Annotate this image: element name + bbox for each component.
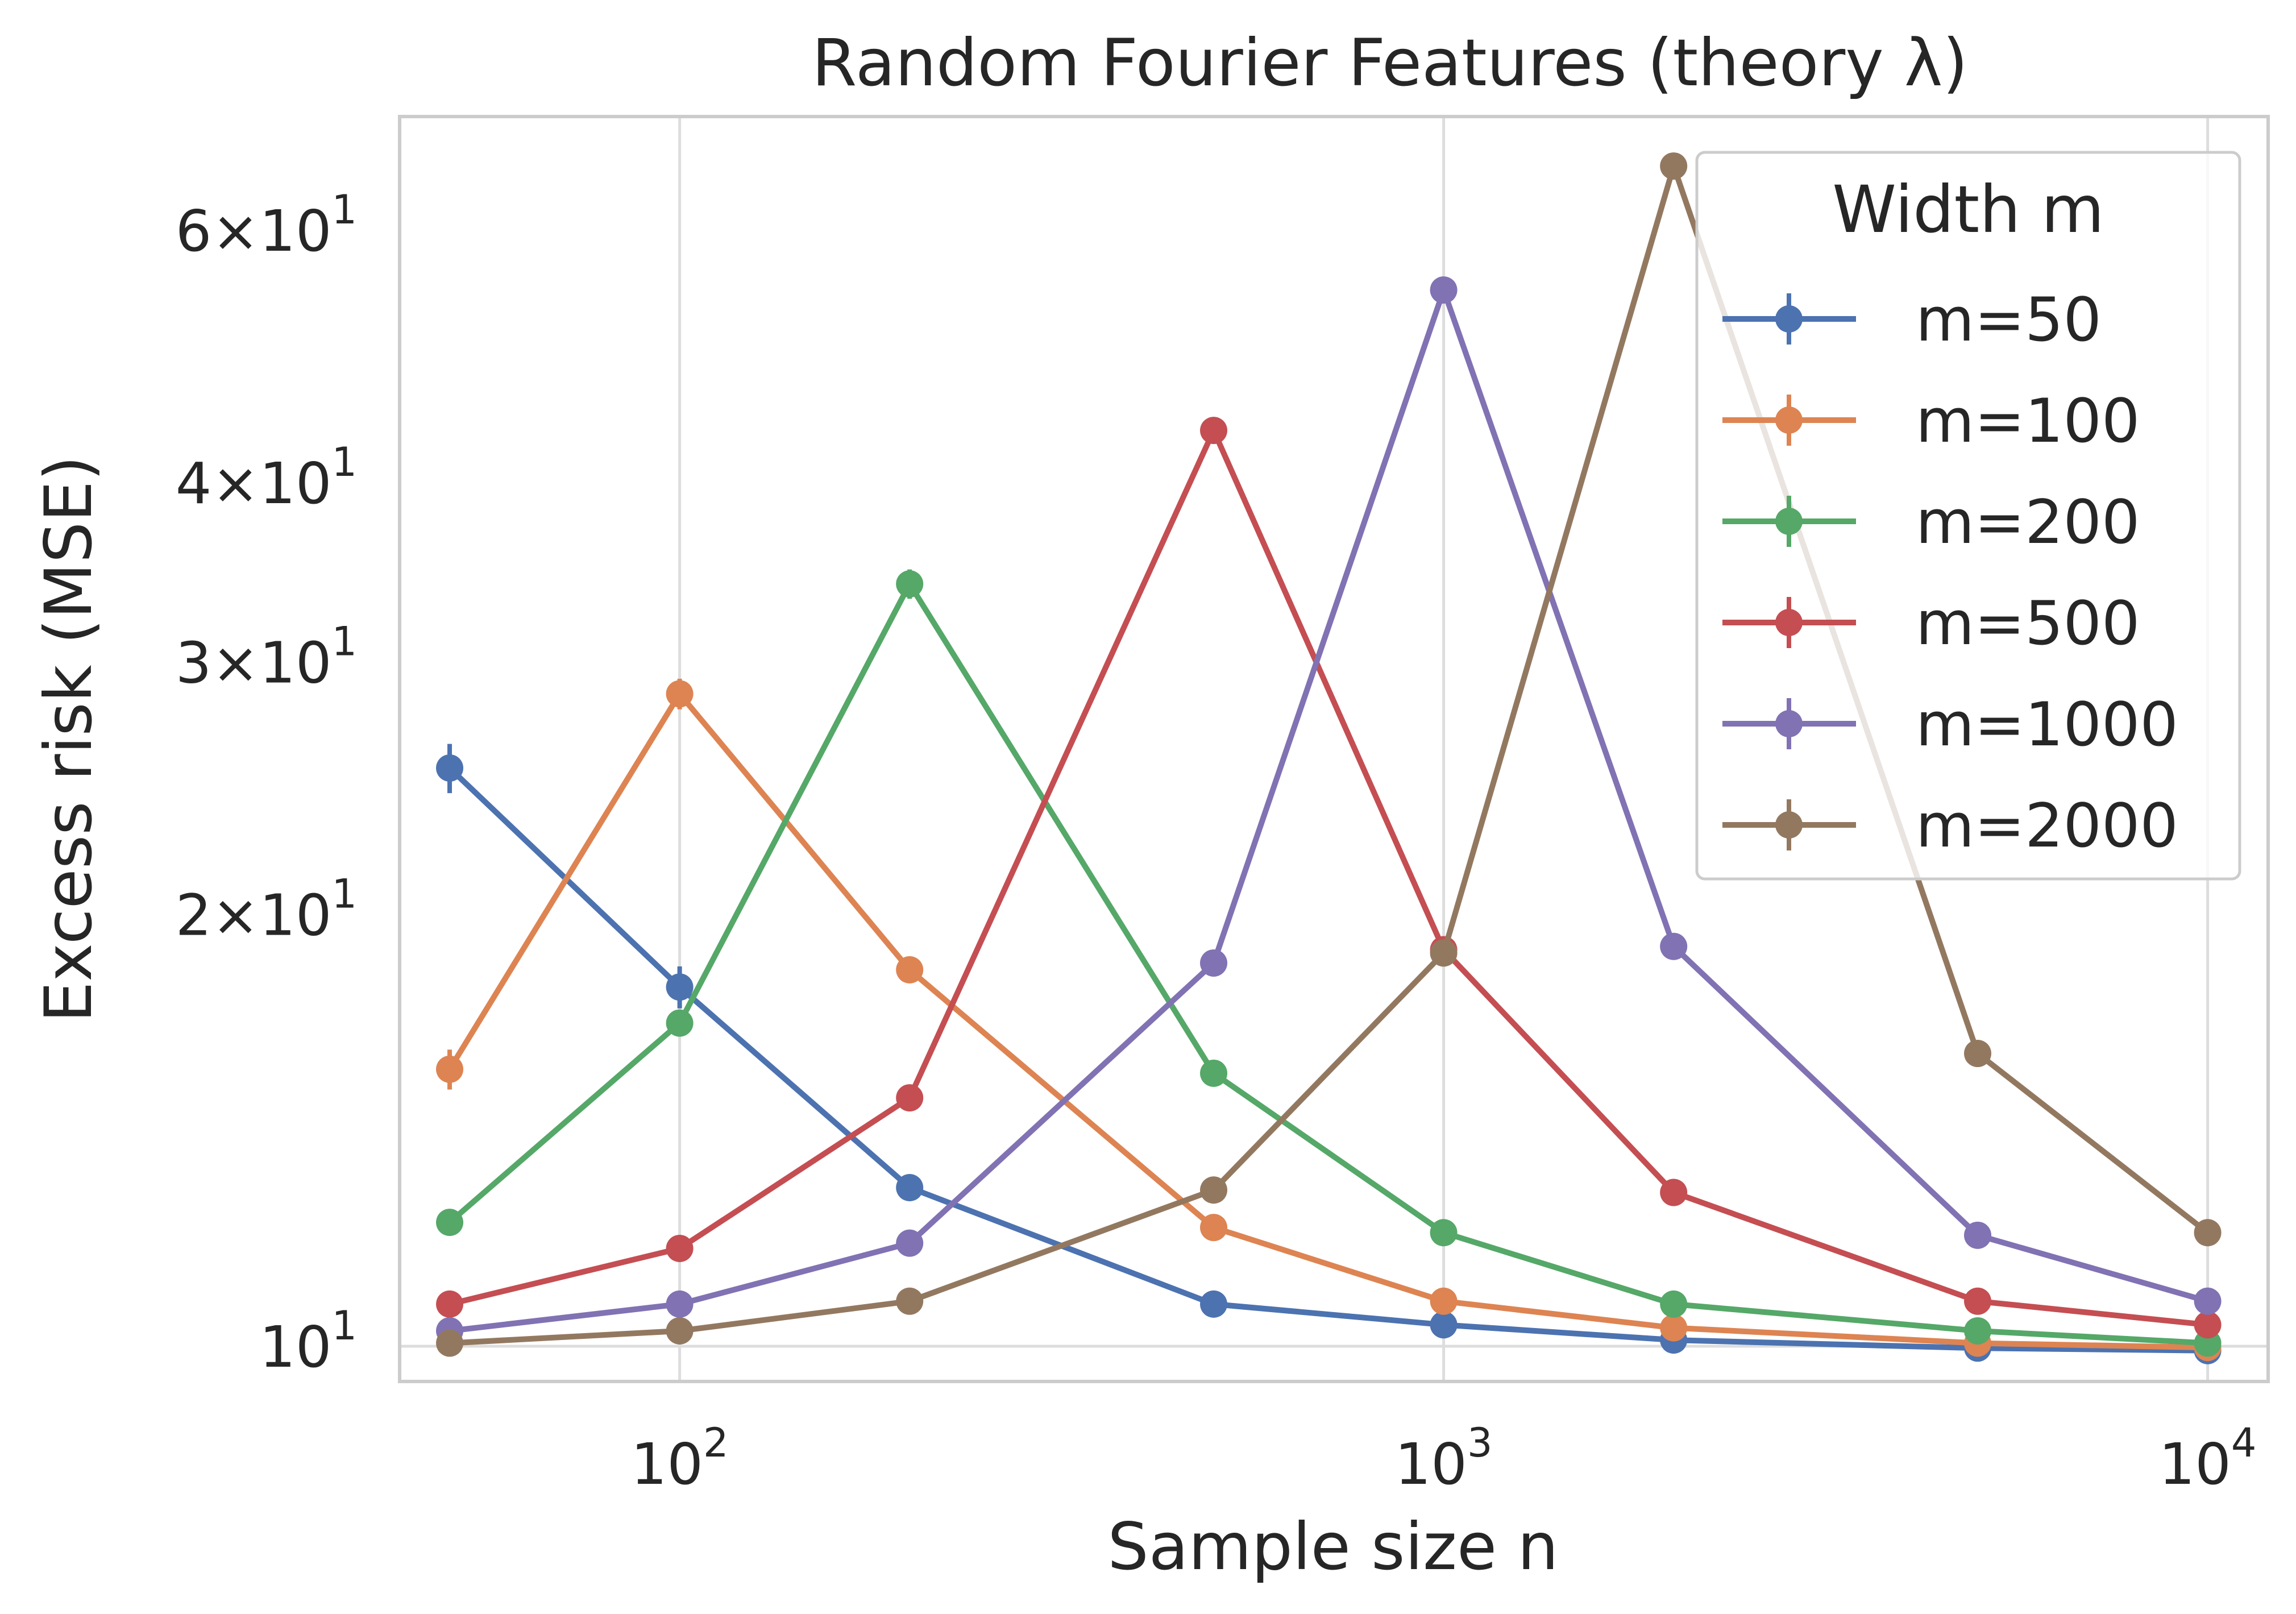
y-tick-label: 2×101: [176, 871, 357, 949]
data-point: [896, 1084, 924, 1112]
legend-label: m=200: [1916, 487, 2140, 557]
series-line: [449, 287, 2208, 1334]
plot-frame: [398, 115, 2270, 1383]
series-line: [447, 766, 2208, 1354]
data-point: [1660, 1290, 1688, 1318]
data-point: [666, 1317, 694, 1345]
data-point: [1660, 1179, 1688, 1206]
legend-item: m=500: [1722, 588, 2140, 658]
data-point: [1430, 1287, 1458, 1315]
data-point: [896, 1174, 924, 1202]
data-point: [1200, 949, 1228, 977]
x-tick-label: 102: [631, 1420, 729, 1497]
y-tick-label: 6×101: [176, 186, 357, 264]
legend-box: [1695, 151, 2241, 881]
legend-marker: [1775, 508, 1803, 535]
data-point: [1430, 939, 1458, 967]
data-point: [1964, 1221, 1992, 1249]
data-point: [666, 973, 694, 1001]
legend-marker: [1775, 609, 1803, 636]
data-point: [896, 570, 924, 598]
y-tick-label: 101: [259, 1302, 357, 1380]
data-point: [896, 1229, 924, 1257]
series-m-200: [436, 569, 2222, 1357]
data-point: [666, 1290, 694, 1318]
data-point: [436, 1329, 464, 1357]
x-tick-label: 103: [1395, 1420, 1493, 1497]
legend: Width m m=50 m=100 m=200 m=500 m=1000 m=2000: [1695, 151, 2241, 881]
data-point: [2194, 1311, 2222, 1339]
legend-item: m=2000: [1722, 791, 2178, 861]
legend-marker: [1775, 710, 1803, 737]
legend-label: m=100: [1916, 386, 2140, 456]
series-line: [447, 691, 2208, 1351]
data-point: [666, 1234, 694, 1262]
data-point: [436, 1209, 464, 1237]
series-layer: [436, 152, 2222, 1364]
legend-label: m=2000: [1916, 791, 2178, 861]
legend-item: m=200: [1722, 487, 2140, 557]
series-m-2000: [436, 152, 2222, 1357]
legend-title: Width m: [1832, 172, 2104, 247]
data-point: [1200, 1290, 1228, 1318]
chart-title: Random Fourier Features (theory λ): [812, 25, 1968, 101]
data-point: [1660, 152, 1688, 180]
legend-marker: [1775, 811, 1803, 839]
legend-label: m=500: [1916, 588, 2140, 658]
x-tick-label: 104: [2159, 1420, 2257, 1497]
series-line: [449, 163, 2210, 1346]
legend-item: m=50: [1722, 285, 2102, 355]
data-point: [2194, 1287, 2222, 1315]
data-point: [1964, 1287, 1992, 1315]
data-point: [666, 680, 694, 708]
series-line: [447, 581, 2208, 1346]
data-point: [436, 1055, 464, 1083]
data-point: [1430, 276, 1458, 304]
data-point: [2194, 1219, 2222, 1247]
data-point: [666, 1009, 694, 1037]
data-point: [1964, 1040, 1992, 1068]
data-point: [1200, 1059, 1228, 1087]
data-point: [1430, 1219, 1458, 1247]
legend-marker: [1775, 305, 1803, 333]
data-point: [1200, 1176, 1228, 1204]
data-point: [1200, 417, 1228, 445]
legend-label: m=1000: [1916, 690, 2178, 760]
data-point: [1660, 1314, 1688, 1342]
data-point: [1430, 1311, 1458, 1339]
y-tick-label: 3×101: [176, 618, 357, 696]
legend-item: m=100: [1722, 386, 2140, 456]
legend-item: m=1000: [1722, 690, 2178, 760]
legend-marker: [1775, 406, 1803, 434]
data-point: [896, 956, 924, 984]
data-point: [896, 1287, 924, 1315]
y-tick-label: 4×101: [176, 439, 357, 517]
data-point: [436, 754, 464, 782]
x-axis-label: Sample size n: [1107, 1509, 1558, 1584]
data-point: [1200, 1214, 1228, 1242]
y-axis-label: Excess risk (MSE): [31, 455, 106, 1022]
series-line: [449, 428, 2208, 1328]
data-point: [1964, 1317, 1992, 1345]
tick-labels: 102 103 104 101 2×101 3×101 4×101 6×101: [176, 186, 2257, 1497]
legend-label: m=50: [1916, 285, 2102, 355]
data-point: [436, 1290, 464, 1318]
data-point: [1660, 932, 1688, 960]
series-m-1000: [436, 276, 2222, 1345]
